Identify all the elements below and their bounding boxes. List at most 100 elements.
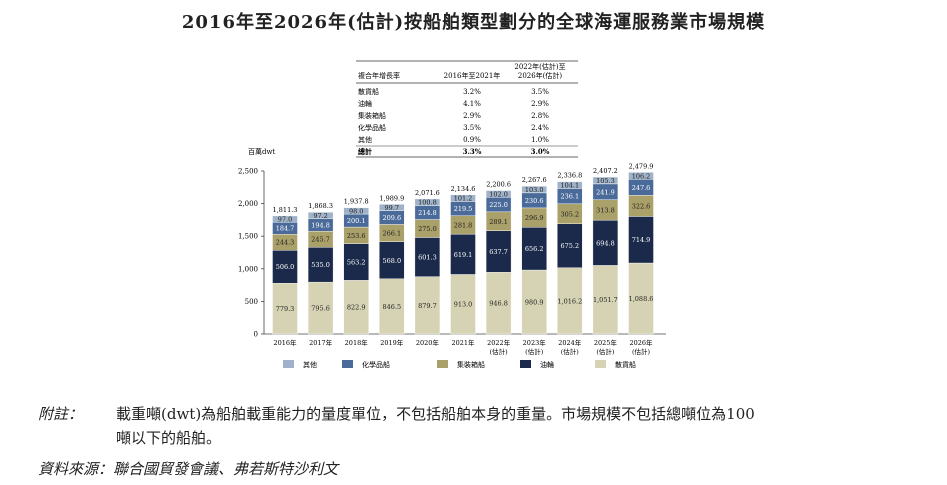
y-tick-label: 2,500 (238, 168, 258, 176)
bar-segment (485, 272, 512, 335)
legend-swatch (520, 360, 531, 368)
segment-label: 822.9 (347, 304, 366, 312)
total-label: 2,407.2 (593, 167, 618, 175)
legend-label: 油輪 (540, 360, 554, 369)
cagr-row-label: 集裝箱船 (358, 111, 386, 120)
y-tick-label: 0 (254, 331, 258, 339)
x-tick-label: 2025年 (594, 338, 618, 347)
bar-segment (414, 237, 441, 277)
bar-segment (450, 194, 476, 202)
total-label: 2,200.6 (486, 181, 511, 189)
segment-label: 103.0 (525, 186, 544, 194)
bar-segment (628, 172, 654, 180)
segment-label: 214.8 (418, 209, 437, 217)
footnote-line2: 噸以下的船舶。 (116, 429, 222, 447)
segment-label: 97.0 (278, 216, 292, 224)
bar-segment (450, 274, 476, 335)
segment-label: 675.2 (560, 242, 579, 250)
x-tick-label: 2022年 (487, 338, 511, 347)
bar-segment (450, 233, 476, 275)
cagr-row-value2: 2.9% (531, 100, 549, 108)
segment-label: 656.2 (525, 245, 544, 253)
segment-label: 266.1 (382, 230, 401, 238)
y-axis-label: 百萬dwt (248, 147, 275, 156)
bar-segment (592, 265, 619, 335)
bar-segment (272, 249, 298, 284)
segment-label: 846.5 (382, 303, 401, 311)
segment-label: 568.0 (382, 257, 401, 265)
footnote: 附註： 載重噸(dwt)為船舶載重能力的量度單位，不包括船舶本身的重量。市場規模不… (38, 402, 918, 450)
segment-label: 296.9 (525, 214, 544, 222)
total-label: 1,937.8 (344, 198, 369, 206)
legend-swatch (283, 360, 294, 368)
segment-label: 281.8 (454, 221, 473, 229)
bar-segment (343, 280, 369, 335)
y-tick-label: 500 (245, 298, 258, 306)
bar-segment (379, 278, 405, 335)
segment-label: 779.3 (276, 305, 295, 313)
bar-segment (592, 219, 619, 266)
segment-label: 714.9 (632, 236, 651, 244)
bar-segment (307, 247, 334, 283)
y-tick-label: 1,000 (238, 265, 258, 273)
bar-segment (557, 181, 583, 189)
bar-segment (592, 176, 619, 185)
bar-segment (485, 230, 512, 273)
segment-label: 305.2 (560, 210, 579, 218)
x-tick-label: 2021年 (451, 338, 475, 347)
bar-segment (557, 223, 583, 268)
bar-segment (521, 185, 547, 194)
bar-segment (379, 241, 405, 280)
segment-label: 101.2 (454, 195, 473, 203)
x-tick-label: 2026年 (629, 338, 653, 347)
y-tick-label: 1,500 (238, 233, 258, 241)
cagr-row-value2: 2.8% (531, 112, 549, 120)
segment-label: 104.1 (560, 182, 579, 190)
segment-label: 225.0 (489, 201, 508, 209)
segment-label: 289.1 (489, 218, 508, 226)
segment-label: 313.8 (596, 206, 615, 214)
x-tick-label: 2017年 (309, 338, 333, 347)
legend-swatch (342, 360, 353, 368)
bars: 779.3 506.0 244.3 184.797.0 1,811.3 2016年 795.… (272, 162, 654, 356)
segment-label: 601.3 (418, 254, 437, 262)
total-label: 2,071.6 (415, 189, 440, 197)
segment-label: 230.6 (525, 197, 544, 205)
x-tick-label: 2024年 (558, 338, 582, 347)
cagr-header-period2-line2: 2026年(估計) (518, 71, 563, 80)
segment-label: 102.0 (489, 190, 508, 198)
x-tick-label: 2016年 (273, 338, 297, 347)
x-tick-sublabel: (估計) (596, 347, 615, 356)
segment-label: 795.6 (311, 305, 330, 313)
legend-label: 集裝箱船 (457, 360, 485, 369)
footnote-label: 附註： (38, 405, 84, 423)
cagr-row-label: 散貨船 (358, 87, 379, 96)
segment-label: 194.8 (311, 221, 330, 229)
segment-label: 209.6 (382, 214, 401, 222)
legend-swatch (437, 360, 448, 368)
cagr-row-value2: 3.5% (531, 88, 549, 96)
total-label: 1,868.3 (308, 202, 333, 210)
total-label: 2,479.9 (629, 162, 654, 170)
bar-segment (307, 211, 334, 219)
segment-label: 1,016.2 (557, 297, 582, 305)
x-tick-sublabel: (估計) (561, 347, 580, 356)
legend: 其他 化學品船 集裝箱船 油輪 散貨船 (283, 360, 636, 369)
total-label: 1,811.3 (273, 206, 298, 214)
cagr-row-label: 總計 (358, 147, 372, 156)
cagr-header-period2-line1: 2022年(估計)至 (514, 62, 565, 71)
x-tick-sublabel: (估計) (632, 347, 651, 356)
bar-segment (379, 204, 405, 211)
cagr-row-label: 化學品船 (358, 123, 386, 132)
bar-segment (343, 207, 369, 215)
segment-label: 184.7 (276, 225, 295, 233)
source-note: 資料來源：聯合國貿發會議、弗若斯特沙利文 (38, 460, 339, 478)
y-tick-label: 2,000 (238, 200, 258, 208)
segment-label: 322.6 (632, 202, 651, 210)
cagr-header-label: 複合年增長率 (358, 71, 400, 80)
cagr-row-value2: 1.0% (531, 136, 549, 144)
x-tick-label: 2019年 (380, 338, 404, 347)
page-title: 2016年至2026年(估計)按船舶類型劃分的全球海運服務業市場規模 (181, 12, 766, 33)
bar-segment (414, 198, 441, 206)
